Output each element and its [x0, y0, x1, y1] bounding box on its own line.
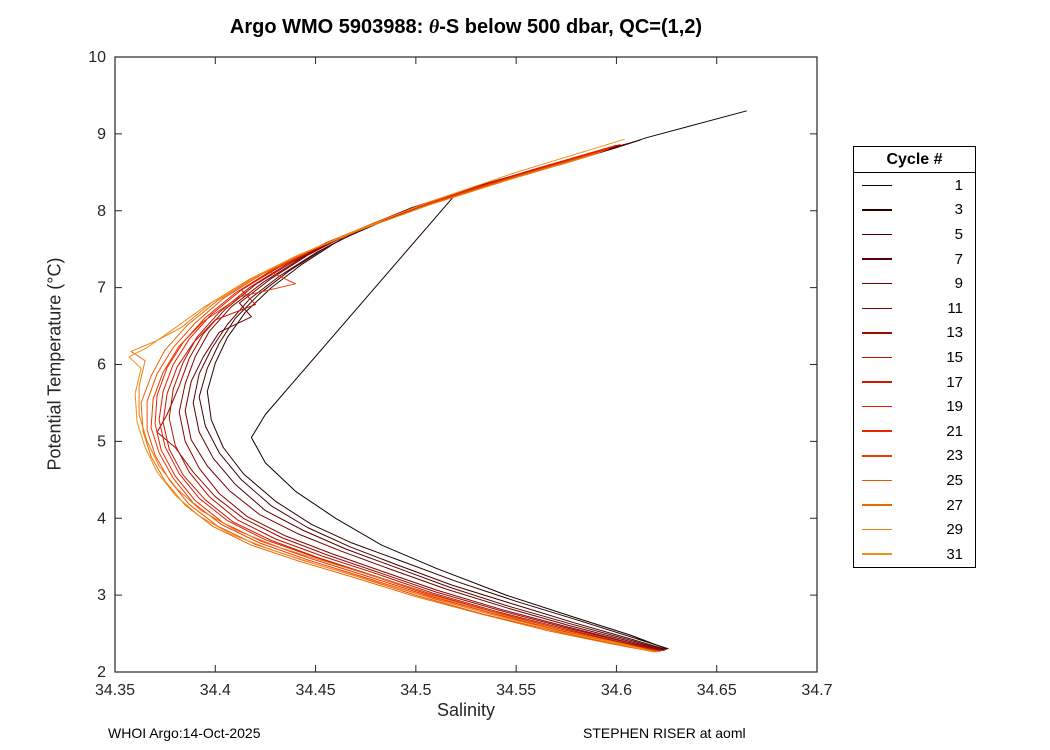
x-tick-label: 34.65 — [697, 682, 737, 699]
legend-item-label: 7 — [954, 250, 963, 268]
legend-item-label: 19 — [946, 398, 963, 416]
legend-line-sample — [862, 332, 892, 334]
series-cycle-31 — [128, 138, 655, 653]
legend-line-sample — [862, 455, 892, 457]
x-tick-label: 34.35 — [95, 682, 135, 699]
legend-item: 29 — [854, 517, 975, 542]
legend-item: 19 — [854, 394, 975, 419]
legend-item-label: 9 — [954, 275, 963, 293]
legend-item-label: 31 — [946, 545, 963, 563]
y-tick-label: 5 — [97, 433, 106, 450]
legend-item: 1 — [854, 173, 975, 198]
x-axis-label: Salinity — [436, 700, 496, 720]
x-ticks: 34.35 34.4 34.45 34.5 34.55 34.6 34.65 34.7 — [95, 57, 833, 699]
x-tick-label: 34.55 — [496, 682, 536, 699]
chart-title-theta: θ — [428, 16, 440, 38]
legend-item: 15 — [854, 345, 975, 370]
chart-title: Argo WMO 5903988: θ-S below 500 dbar, QC… — [115, 16, 817, 39]
chart-title-post: -S below 500 dbar, QC=(1,2) — [439, 16, 703, 38]
series-cycle-25 — [146, 150, 657, 652]
legend-line-sample — [862, 282, 892, 285]
legend-item-label: 3 — [954, 201, 963, 219]
y-tick-label: 9 — [97, 126, 106, 143]
legend-item: 17 — [854, 370, 975, 395]
series-cycle-3 — [206, 139, 669, 650]
legend-item: 5 — [854, 222, 975, 247]
y-tick-label: 6 — [97, 357, 106, 374]
legend-item: 11 — [854, 296, 975, 321]
legend-line-sample — [862, 504, 892, 506]
series-cycle-1 — [250, 110, 747, 650]
legend-line-sample — [862, 184, 892, 187]
series-cycle-5 — [198, 142, 667, 651]
legend-line-sample — [862, 209, 892, 211]
x-tick-label: 34.4 — [200, 682, 231, 699]
legend-line-sample — [862, 430, 892, 432]
legend-item: 3 — [854, 198, 975, 223]
legend-item-label: 13 — [946, 324, 963, 342]
series-cycle-23 — [150, 148, 657, 652]
footer-credit-left: WHOI Argo:14-Oct-2025 — [108, 725, 261, 741]
legend-items: 1 3 5 7 9 11 13 15 17 19 21 23 25 27 29 31 — [854, 173, 975, 567]
legend-item-label: 27 — [946, 496, 963, 514]
x-tick-label: 34.5 — [400, 682, 431, 699]
legend-line-sample — [862, 307, 892, 310]
legend-item-label: 1 — [954, 176, 963, 194]
x-tick-label: 34.7 — [801, 682, 832, 699]
series-cycle-7 — [192, 144, 665, 651]
series-cycle-13 — [156, 144, 663, 651]
y-tick-label: 2 — [97, 664, 106, 681]
legend-line-sample — [862, 233, 892, 236]
series-cycle-21 — [154, 147, 659, 652]
legend-item-label: 15 — [946, 348, 963, 366]
legend-item: 25 — [854, 468, 975, 493]
series-cycle-17 — [162, 146, 661, 652]
legend-item: 21 — [854, 419, 975, 444]
legend-item: 13 — [854, 321, 975, 346]
chart-title-pre: Argo WMO 5903988: — [229, 16, 429, 38]
legend-item: 31 — [854, 542, 975, 567]
legend-item-label: 11 — [947, 299, 963, 317]
y-tick-label: 8 — [97, 203, 106, 220]
axes-box — [114, 56, 818, 673]
y-tick-label: 4 — [97, 510, 106, 527]
legend-line-sample — [862, 405, 892, 408]
y-tick-label: 7 — [97, 280, 106, 297]
legend-line-sample — [862, 356, 892, 359]
y-tick-label: 10 — [88, 49, 106, 66]
legend-item-label: 23 — [946, 447, 963, 465]
y-tick-label: 3 — [97, 587, 106, 604]
footer-credit-right: STEPHEN RISER at aoml — [583, 725, 746, 741]
legend-item-label: 21 — [946, 422, 963, 440]
series-cycle-11 — [178, 145, 663, 651]
legend-line-sample — [862, 528, 892, 531]
series-cycle-9 — [184, 143, 665, 651]
legend-item-label: 17 — [946, 373, 963, 391]
legend-title: Cycle # — [854, 147, 975, 173]
legend-item: 7 — [854, 247, 975, 272]
series-lines — [128, 110, 747, 653]
legend-item-label: 5 — [954, 225, 963, 243]
x-tick-label: 34.6 — [601, 682, 632, 699]
legend-item-label: 29 — [946, 521, 963, 539]
legend-line-sample — [862, 381, 892, 383]
y-ticks: 2 3 4 5 6 7 8 9 10 — [88, 49, 817, 681]
legend-line-sample — [862, 479, 892, 482]
legend-item-label: 25 — [946, 471, 963, 489]
x-tick-label: 34.45 — [296, 682, 336, 699]
legend-item: 9 — [854, 271, 975, 296]
legend-line-sample — [862, 553, 892, 555]
legend-item: 23 — [854, 444, 975, 469]
legend: Cycle # 1 3 5 7 9 11 13 15 17 19 21 23 25 27 29 31 — [853, 146, 976, 568]
legend-item: 27 — [854, 493, 975, 518]
legend-line-sample — [862, 258, 892, 260]
